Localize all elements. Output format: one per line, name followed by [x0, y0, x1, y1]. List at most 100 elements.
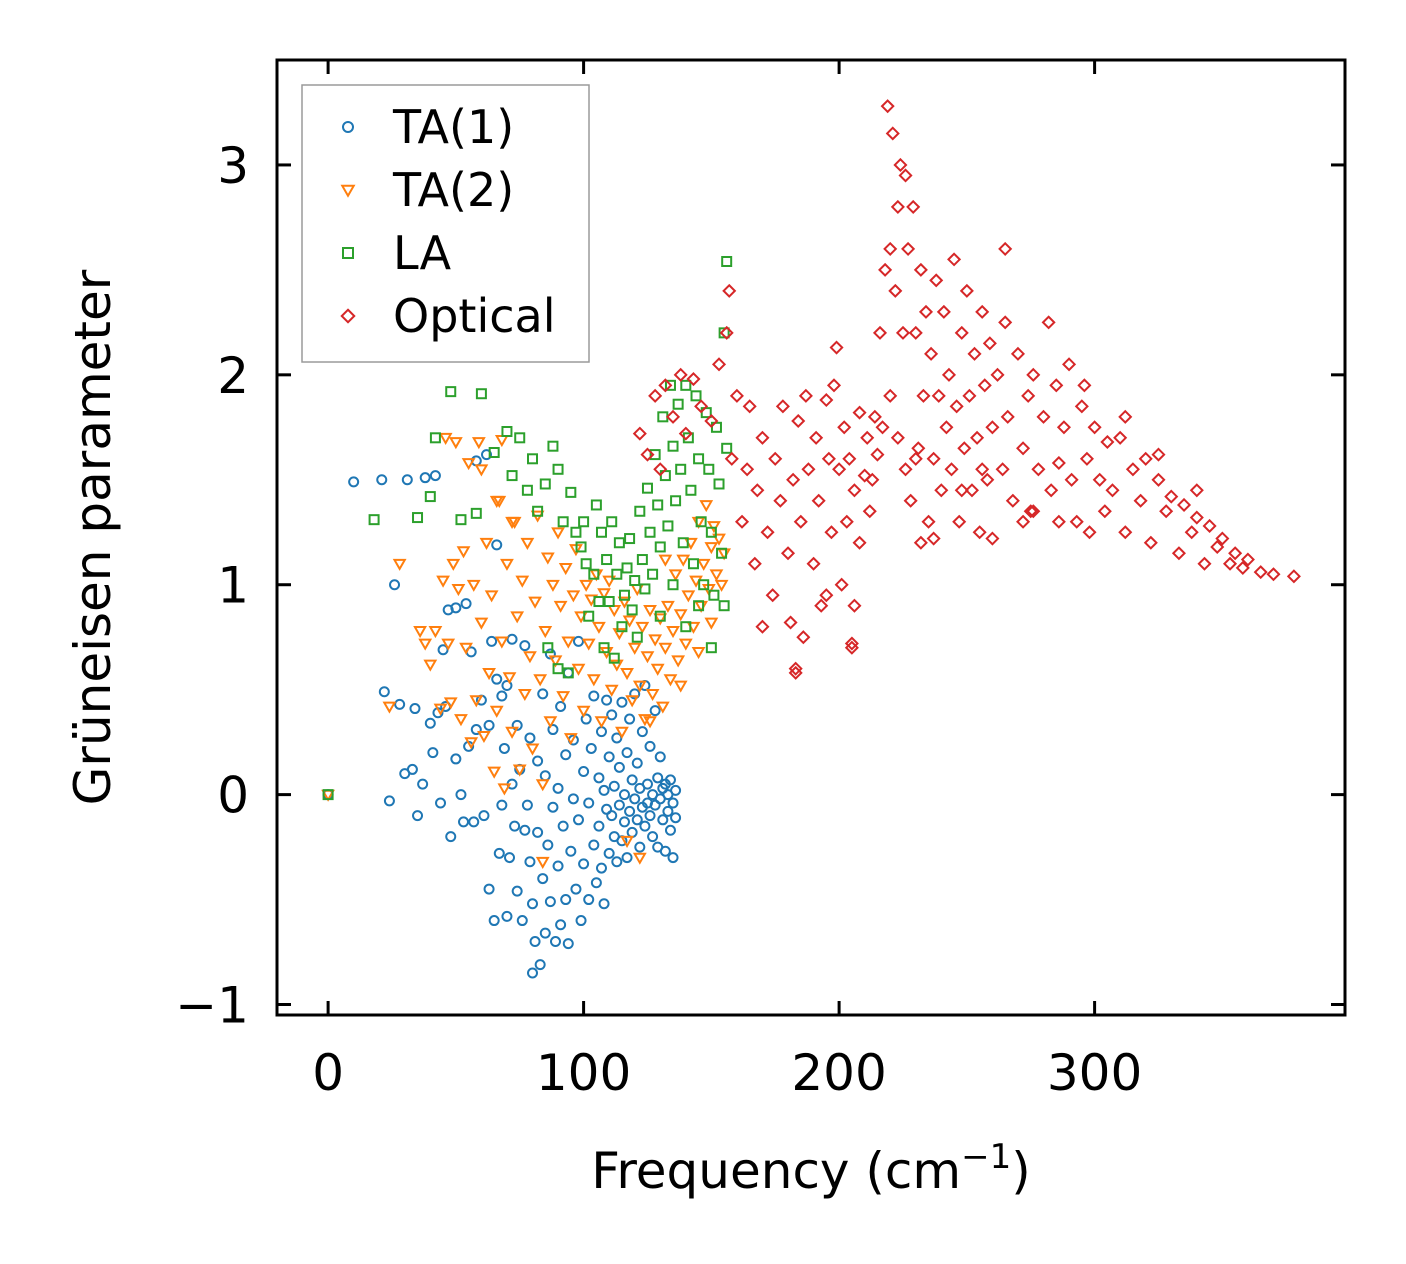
data-point — [572, 635, 584, 647]
data-point — [908, 451, 923, 466]
data-point — [801, 462, 816, 477]
data-point — [786, 472, 801, 487]
data-point — [1036, 409, 1051, 424]
data-point — [760, 525, 775, 540]
data-point — [704, 413, 719, 429]
data-point — [819, 392, 834, 408]
data-point — [546, 579, 560, 592]
data-point — [537, 873, 549, 885]
data-point — [583, 894, 595, 906]
data-point — [924, 346, 939, 361]
data-point — [750, 483, 765, 498]
data-point — [509, 820, 521, 832]
data-point — [461, 458, 476, 471]
data-point — [668, 569, 683, 582]
data-point — [562, 667, 574, 679]
data-point — [515, 575, 530, 588]
data-point — [875, 420, 890, 435]
data-point — [1202, 518, 1217, 533]
data-point — [972, 525, 987, 540]
plot-frame — [275, 58, 1347, 1017]
data-point — [962, 388, 977, 403]
data-point — [475, 388, 487, 400]
data-point — [556, 691, 571, 704]
data-point — [639, 583, 651, 595]
data-point — [814, 598, 829, 613]
data-point — [527, 453, 539, 465]
data-point — [505, 726, 519, 739]
data-point — [450, 753, 462, 765]
legend-label-optical: Optical — [393, 289, 555, 343]
data-point — [926, 531, 941, 546]
plot-area — [321, 99, 1301, 979]
data-point — [428, 626, 443, 639]
data-point — [826, 378, 842, 393]
data-point — [1215, 531, 1230, 546]
data-point — [565, 486, 577, 498]
data-point — [734, 514, 750, 529]
data-point — [644, 810, 656, 822]
data-point — [412, 810, 424, 822]
data-point — [620, 667, 634, 681]
data-point — [376, 474, 388, 486]
data-point — [811, 493, 826, 508]
series-optical — [632, 99, 1301, 680]
data-point — [860, 430, 875, 445]
data-point — [517, 688, 532, 702]
data-point — [627, 642, 642, 655]
data-point — [1164, 489, 1179, 504]
data-point — [441, 638, 456, 651]
data-point — [1097, 504, 1112, 519]
data-point — [603, 751, 615, 763]
data-point — [936, 304, 951, 319]
data-point — [880, 99, 895, 114]
data-point — [435, 797, 447, 809]
data-point — [918, 304, 934, 319]
data-point — [565, 845, 577, 857]
data-point — [506, 470, 518, 482]
data-point — [552, 663, 564, 675]
data-point — [1074, 399, 1089, 414]
data-point — [670, 812, 682, 824]
data-point — [1228, 546, 1243, 561]
data-point — [667, 852, 679, 864]
data-point — [673, 680, 688, 693]
data-point — [598, 898, 610, 910]
data-point — [693, 600, 705, 612]
data-point — [686, 371, 701, 387]
data-point — [578, 766, 590, 778]
data-point — [949, 399, 964, 414]
data-point — [493, 847, 505, 859]
data-point — [652, 499, 664, 511]
data-point — [1051, 514, 1066, 529]
data-point — [680, 621, 692, 633]
data-point — [632, 426, 647, 441]
data-point — [524, 732, 536, 744]
data-point — [446, 558, 461, 571]
data-point — [613, 799, 625, 811]
data-point — [658, 642, 673, 655]
data-point — [533, 674, 548, 687]
data-point — [543, 716, 558, 729]
data-point — [954, 325, 969, 340]
data-point — [478, 810, 490, 822]
data-point — [443, 697, 458, 710]
y-tick-label: −1 — [175, 977, 249, 1035]
data-point — [521, 484, 533, 496]
data-point — [580, 558, 592, 570]
data-point — [721, 255, 733, 267]
data-point — [673, 609, 688, 622]
data-point — [1176, 497, 1192, 513]
legend-label-la: LA — [393, 226, 452, 280]
data-point — [394, 698, 406, 710]
x-tick-label: 100 — [536, 1044, 631, 1102]
data-point — [445, 386, 457, 398]
data-point — [675, 463, 687, 475]
data-point — [612, 628, 627, 641]
data-point — [985, 531, 1000, 546]
data-point — [1151, 447, 1166, 462]
data-point — [539, 927, 551, 939]
data-point — [703, 463, 715, 475]
data-point — [470, 724, 482, 736]
data-point — [1189, 510, 1204, 525]
